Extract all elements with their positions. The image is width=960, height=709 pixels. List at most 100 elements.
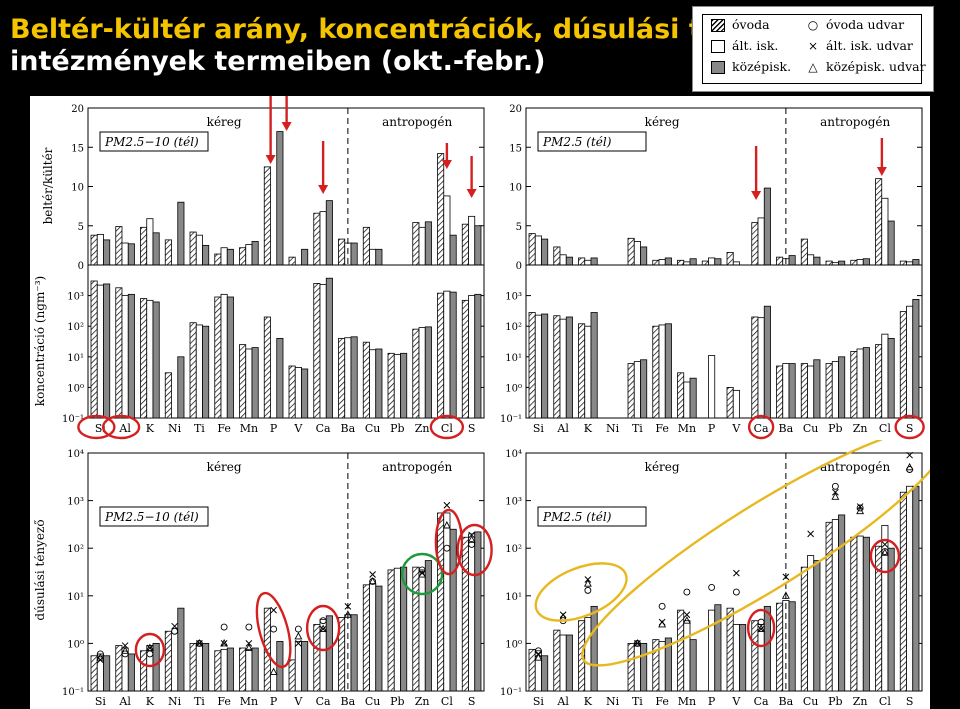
bar-voda — [899, 311, 907, 419]
x-tick-label: Ni — [606, 422, 620, 435]
y-tick-label: 10⁻¹ — [500, 414, 522, 425]
bar-voda — [776, 602, 784, 692]
bar-kzpisk — [912, 485, 920, 692]
bar-voda — [412, 328, 420, 419]
marker-ovoda-udvar — [856, 504, 864, 512]
legend-marker-kozepisk-udvar: △ középisk. udvar — [807, 58, 925, 75]
bar-ltisk — [319, 284, 327, 419]
marker-alt-isk-udvar — [146, 644, 154, 652]
y-tick-label: 10² — [67, 544, 84, 555]
bar-voda — [677, 259, 685, 266]
green-circle-zn — [400, 552, 444, 596]
bar-voda — [875, 344, 883, 419]
marker-ovoda-udvar — [658, 602, 666, 610]
marker-alt-isk-udvar — [369, 571, 376, 578]
bar-ltisk — [881, 525, 889, 692]
bar-ltisk — [220, 648, 228, 692]
bar-kzpisk — [226, 248, 234, 266]
x-tick-label: Mn — [678, 695, 696, 708]
bar-kzpisk — [541, 655, 549, 692]
bar-voda — [751, 316, 759, 419]
legend-marker-alt-isk-udvar: × ált. isk. udvar — [807, 37, 913, 54]
y-tick-label: 10² — [67, 322, 84, 333]
marker-alt-isk-udvar — [468, 531, 475, 539]
bar-kzpisk — [565, 316, 573, 419]
bar-kzpisk — [912, 259, 920, 266]
marker-ovoda-udvar — [468, 540, 476, 548]
y-tick-label: 10⁴ — [505, 449, 522, 460]
marker-kozepisk-udvar — [682, 616, 691, 624]
bar-kzpisk — [375, 585, 383, 692]
bar-kzpisk — [350, 336, 358, 419]
bar-ltisk — [708, 257, 716, 266]
bar-kzpisk — [103, 283, 111, 419]
orange-ellipse-mn-s — [581, 440, 930, 667]
panel-title-box — [99, 131, 209, 152]
x-tick-label: S — [468, 695, 476, 708]
x-tick-label: Al — [118, 695, 131, 708]
x-tick-label: V — [731, 695, 741, 708]
bar-voda — [677, 609, 685, 692]
x-tick-label: Zn — [415, 422, 430, 435]
bar-kzpisk — [474, 293, 482, 419]
bar-ltisk — [443, 195, 451, 266]
bar-kzpisk — [838, 356, 846, 419]
legend-item-alt-isk: ált. isk. — [711, 37, 778, 54]
y-tick-label: 10¹ — [505, 353, 522, 364]
red-circle-ca-right — [746, 608, 776, 648]
bar-voda — [652, 325, 660, 419]
red-arrow-head — [281, 122, 292, 131]
y-tick-label: 10 — [509, 183, 522, 194]
legend-swatch-white — [711, 40, 725, 53]
x-tick-label: Si — [533, 695, 545, 708]
marker-kozepisk-udvar — [145, 643, 154, 651]
red-arrow-head — [466, 189, 477, 198]
bar-kzpisk — [862, 536, 870, 692]
marker-alt-isk-udvar — [881, 541, 889, 548]
y-tick-label: 5 — [78, 222, 84, 233]
bar-voda — [412, 566, 420, 692]
legend-marker-ovoda-udvar: ○ óvoda udvar — [807, 16, 904, 33]
bar-kzpisk — [689, 639, 697, 692]
bar-kzpisk — [301, 248, 309, 266]
bar-voda — [850, 259, 858, 266]
bar-kzpisk — [424, 221, 432, 266]
red-circle-s — [456, 523, 493, 577]
bar-kzpisk — [103, 655, 111, 692]
x-tick-label: S — [906, 422, 914, 435]
bar-voda — [461, 299, 469, 419]
bar-voda — [412, 222, 420, 266]
bar-kzpisk — [325, 200, 333, 266]
bar-kzpisk — [400, 352, 408, 419]
red-circle-ca — [747, 414, 775, 440]
legend-swatch-hatch — [711, 19, 725, 32]
bar-voda — [850, 536, 858, 692]
bar-ltisk — [633, 361, 641, 419]
bar-voda — [164, 372, 172, 419]
x-tick-label: K — [584, 695, 593, 708]
marker-kozepisk-udvar — [831, 492, 840, 500]
bar-voda — [800, 566, 808, 692]
bar-voda — [214, 253, 222, 266]
bar-kzpisk — [152, 232, 160, 266]
y-axis-label: koncentráció (ngm⁻³) — [33, 276, 47, 406]
red-arrow-head — [751, 191, 762, 200]
bar-kzpisk — [788, 601, 796, 692]
x-tick-label: Zn — [415, 695, 430, 708]
marker-ovoda-udvar — [708, 583, 716, 591]
marker-ovoda-udvar — [220, 623, 228, 631]
x-tick-label: Ni — [168, 695, 182, 708]
marker-ovoda-udvar — [270, 625, 278, 633]
bar-ltisk — [195, 642, 203, 692]
marker-kozepisk-udvar — [220, 638, 229, 647]
bar-voda — [627, 363, 635, 419]
bar-kzpisk — [375, 348, 383, 419]
bar-kzpisk — [541, 238, 549, 266]
bar-ltisk — [658, 324, 666, 419]
bar-voda — [387, 352, 395, 419]
bar-voda — [115, 287, 123, 419]
y-tick-label: 15 — [509, 143, 522, 154]
bar-kzpisk — [541, 313, 549, 419]
marker-kozepisk-udvar — [418, 570, 427, 578]
bar-kzpisk — [664, 323, 672, 419]
